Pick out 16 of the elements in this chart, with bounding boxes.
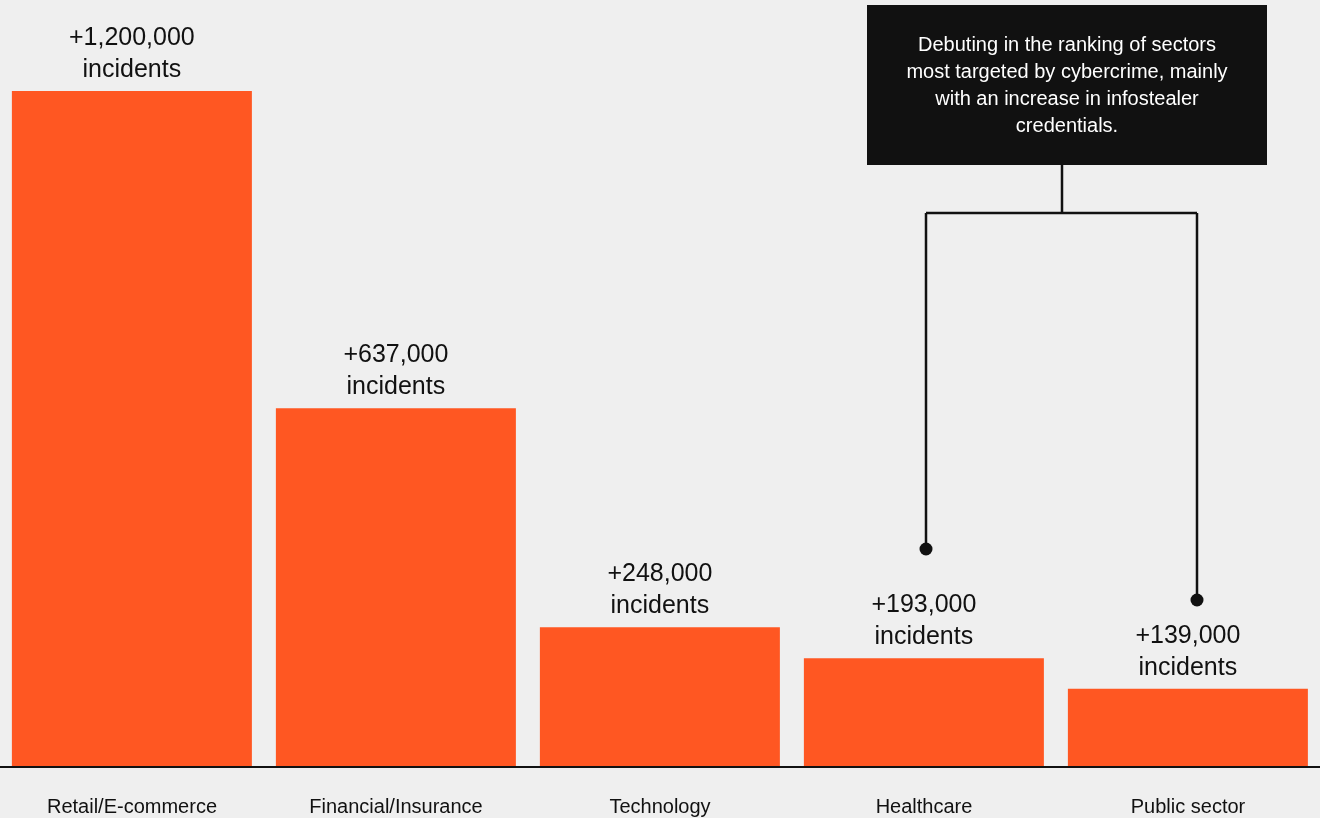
bar	[275, 408, 516, 767]
bar	[11, 91, 252, 767]
data-label: +139,000 incidents	[1135, 619, 1241, 680]
x-tick-label: Financial/Insurance	[309, 795, 483, 818]
data-label: +637,000 incidents	[343, 339, 449, 400]
bar	[1067, 688, 1308, 767]
x-tick-label: Retail/E-commerce	[46, 795, 218, 818]
data-label: +193,000 incidents	[871, 589, 977, 650]
bar	[803, 658, 1044, 767]
x-tick-label: Technology	[609, 795, 711, 818]
note-box: Debuting in the ranking of sectors most targeted by cybercrime, mainly with an increase in infostealer credentials.	[867, 5, 1267, 165]
x-tick-label: Healthcare	[875, 795, 973, 818]
x-tick-label: Public sector	[1130, 795, 1246, 818]
bar	[539, 627, 780, 767]
data-label: +248,000 incidents	[607, 558, 713, 619]
data-label: +1,200,000 incidents	[68, 22, 195, 82]
